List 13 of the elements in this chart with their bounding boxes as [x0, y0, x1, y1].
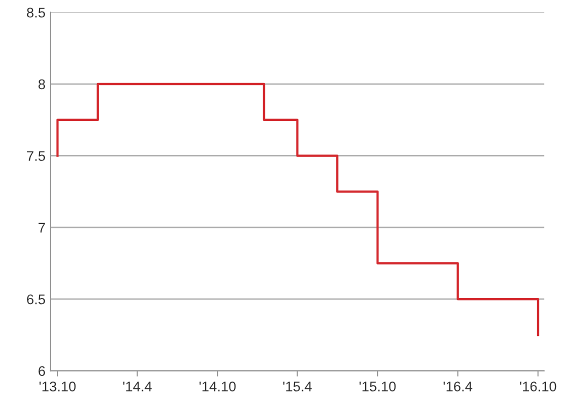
- y-tick-label: 8.5: [26, 8, 46, 18]
- y-tick-label: 6: [38, 366, 46, 376]
- y-tick-label: 6.5: [27, 294, 46, 304]
- x-tick-label: '15.4: [283, 382, 312, 392]
- y-tick-label: 7: [38, 222, 45, 232]
- x-tick-label: '14.4: [123, 382, 152, 392]
- y-tick-label: 7.5: [27, 151, 46, 161]
- y-tick-label: 8: [38, 79, 46, 90]
- x-tick-label: '15.10: [360, 382, 396, 392]
- x-tick-label: '14.10: [200, 382, 236, 392]
- x-tick-label: '13.10: [40, 382, 76, 392]
- x-tick-label: '16.4: [444, 382, 472, 392]
- x-tick-label: '16.10: [520, 382, 556, 392]
